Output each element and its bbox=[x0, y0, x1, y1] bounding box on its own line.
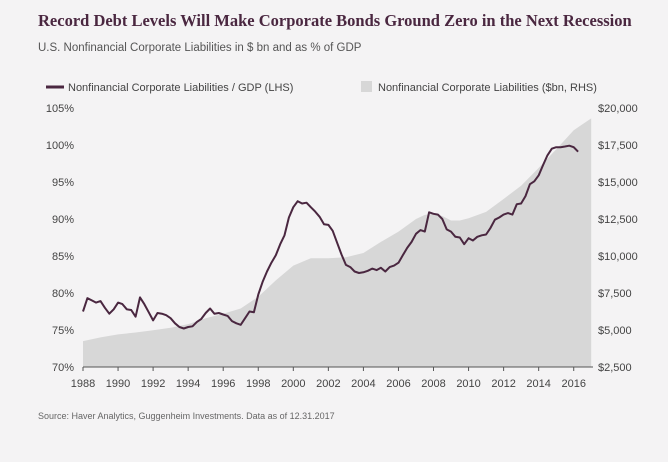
y-left-tick-label: 70% bbox=[52, 362, 74, 374]
y-left-tick-label: 90% bbox=[52, 214, 74, 226]
x-tick-label: 2002 bbox=[316, 378, 340, 390]
y-right-tick-label: $17,500 bbox=[598, 140, 638, 152]
x-tick-label: 1990 bbox=[106, 378, 130, 390]
x-tick-label: 2014 bbox=[526, 378, 550, 390]
x-tick-label: 2004 bbox=[351, 378, 375, 390]
x-tick-label: 1996 bbox=[211, 378, 235, 390]
legend-label-line: Nonfinancial Corporate Liabilities / GDP… bbox=[68, 82, 293, 94]
area-series-liabilities bbox=[83, 118, 592, 368]
plot-area bbox=[82, 118, 593, 368]
chart-subtitle: U.S. Nonfinancial Corporate Liabilities … bbox=[38, 42, 362, 54]
legend: Nonfinancial Corporate Liabilities / GDP… bbox=[46, 81, 597, 94]
y-left-tick-label: 105% bbox=[46, 103, 74, 115]
legend-area-swatch bbox=[361, 81, 372, 92]
x-tick-label: 1994 bbox=[176, 378, 200, 390]
y-left-tick-label: 75% bbox=[52, 325, 74, 337]
axis-ticks: 1988 1990 1992 1994 1996 1998 2000 2002 2004 2006… bbox=[46, 103, 638, 390]
line-series-liabilities-gdp bbox=[82, 144, 579, 330]
y-left-tick-label: 95% bbox=[52, 177, 74, 189]
source-note: Source: Haver Analytics, Guggenheim Inve… bbox=[38, 411, 335, 421]
y-left-tick-label: 80% bbox=[52, 288, 74, 300]
y-right-tick-label: $2,500 bbox=[598, 362, 632, 374]
y-right-tick-label: $12,500 bbox=[598, 214, 638, 226]
chart-title: Record Debt Levels Will Make Corporate B… bbox=[38, 11, 632, 30]
y-right-tick-label: $7,500 bbox=[598, 288, 632, 300]
y-left-tick-label: 100% bbox=[46, 140, 74, 152]
y-right-tick-label: $5,000 bbox=[598, 325, 632, 337]
x-tick-label: 2016 bbox=[561, 378, 585, 390]
x-tick-label: 2012 bbox=[491, 378, 515, 390]
y-right-tick-label: $15,000 bbox=[598, 177, 638, 189]
x-tick-label: 2010 bbox=[456, 378, 480, 390]
y-right-tick-label: $10,000 bbox=[598, 251, 638, 263]
y-left-tick-label: 85% bbox=[52, 251, 74, 263]
x-tick-label: 2000 bbox=[281, 378, 305, 390]
x-tick-label: 1988 bbox=[71, 378, 95, 390]
legend-label-area: Nonfinancial Corporate Liabilities ($bn,… bbox=[378, 82, 597, 94]
x-tick-label: 1992 bbox=[141, 378, 165, 390]
y-right-tick-label: $20,000 bbox=[598, 103, 638, 115]
x-tick-label: 2006 bbox=[386, 378, 410, 390]
x-tick-label: 2008 bbox=[421, 378, 445, 390]
x-tick-label: 1998 bbox=[246, 378, 270, 390]
